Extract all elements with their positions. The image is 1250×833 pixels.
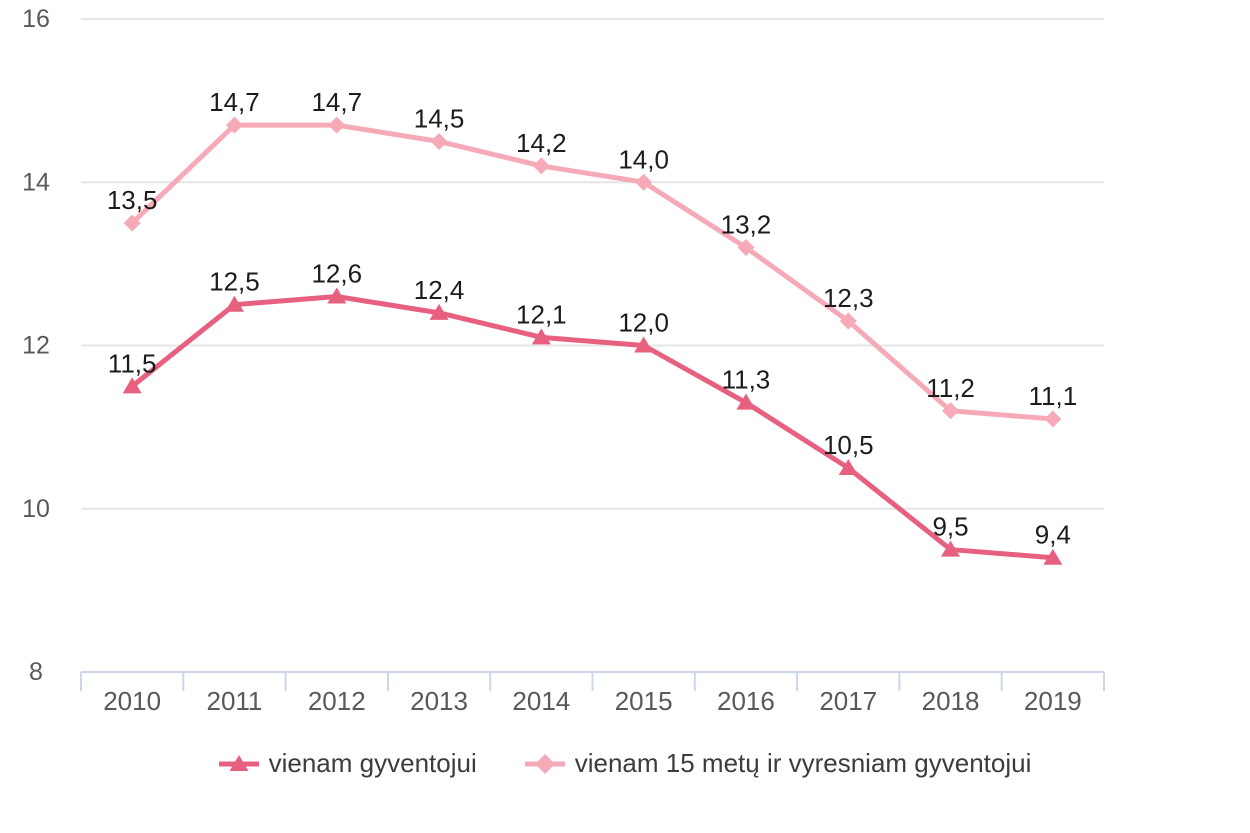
marker-diamond[interactable] (532, 157, 550, 175)
legend: vienam gyventojui vienam 15 metų ir vyre… (0, 748, 1250, 779)
marker-diamond[interactable] (942, 402, 960, 420)
data-label: 14,2 (516, 128, 567, 158)
data-label: 12,4 (414, 275, 465, 305)
marker-triangle[interactable] (531, 328, 551, 345)
x-axis-label: 2016 (717, 686, 775, 716)
y-axis-label: 16 (22, 5, 50, 33)
x-axis-label: 2018 (922, 686, 980, 716)
marker-triangle[interactable] (1043, 548, 1063, 565)
x-axis-label: 2019 (1024, 686, 1082, 716)
data-label: 14,7 (311, 87, 362, 117)
x-axis-label: 2015 (615, 686, 673, 716)
marker-diamond[interactable] (635, 173, 653, 191)
series-line-0 (129, 294, 1056, 561)
legend-item-vienam-gyventojui[interactable]: vienam gyventojui (218, 748, 477, 779)
marker-diamond[interactable] (430, 132, 448, 150)
marker-triangle[interactable] (122, 377, 142, 394)
data-label: 11,1 (1029, 381, 1078, 411)
legend-marker-diamond-icon (524, 753, 565, 774)
marker-triangle[interactable] (736, 393, 756, 410)
marker-triangle[interactable] (224, 295, 244, 312)
data-label: 13,2 (721, 210, 772, 240)
marker-triangle[interactable] (634, 336, 654, 353)
marker-diamond[interactable] (839, 312, 857, 330)
data-label: 12,3 (823, 283, 874, 313)
data-label: 13,5 (107, 185, 158, 215)
data-label: 11,3 (722, 365, 771, 395)
legend-marker-triangle-icon (218, 754, 259, 771)
data-label: 12,1 (516, 299, 567, 329)
x-axis-label: 2011 (206, 686, 262, 716)
data-label: 14,5 (414, 103, 465, 133)
marker-diamond[interactable] (225, 116, 243, 134)
y-axis-label: 10 (22, 495, 50, 523)
legend-label: vienam gyventojui (268, 748, 477, 778)
data-label: 9,4 (1035, 520, 1071, 550)
marker-triangle[interactable] (429, 303, 449, 320)
x-axis-label: 2014 (512, 686, 570, 716)
legend-item-vienam-15-metu[interactable]: vienam 15 metų ir vyresniam gyventojui (524, 748, 1032, 779)
series-line-1 (129, 122, 1056, 422)
x-axis-label: 2010 (103, 686, 161, 716)
marker-diamond[interactable] (123, 214, 141, 232)
x-axis-label: 2017 (819, 686, 877, 716)
data-label: 10,5 (823, 430, 874, 460)
marker-triangle[interactable] (941, 540, 961, 557)
marker-triangle[interactable] (838, 458, 858, 475)
data-label: 12,6 (311, 259, 362, 289)
x-axis-label: 2012 (308, 686, 366, 716)
x-axis-label: 2013 (410, 686, 468, 716)
marker-diamond[interactable] (328, 116, 346, 134)
y-axis-label: 12 (22, 332, 50, 360)
data-label: 12,0 (618, 308, 669, 338)
data-label: 14,7 (209, 87, 260, 117)
data-label: 14,0 (618, 144, 669, 174)
data-label: 11,5 (108, 348, 157, 378)
data-label: 12,5 (209, 267, 260, 297)
y-axis-label: 14 (22, 168, 50, 196)
marker-diamond[interactable] (737, 239, 755, 257)
marker-diamond[interactable] (1044, 410, 1062, 428)
data-label: 9,5 (932, 512, 968, 542)
y-axis-label: 8 (29, 658, 43, 686)
marker-triangle[interactable] (327, 287, 347, 304)
data-label: 11,2 (926, 373, 975, 403)
legend-label: vienam 15 metų ir vyresniam gyventojui (574, 748, 1032, 778)
